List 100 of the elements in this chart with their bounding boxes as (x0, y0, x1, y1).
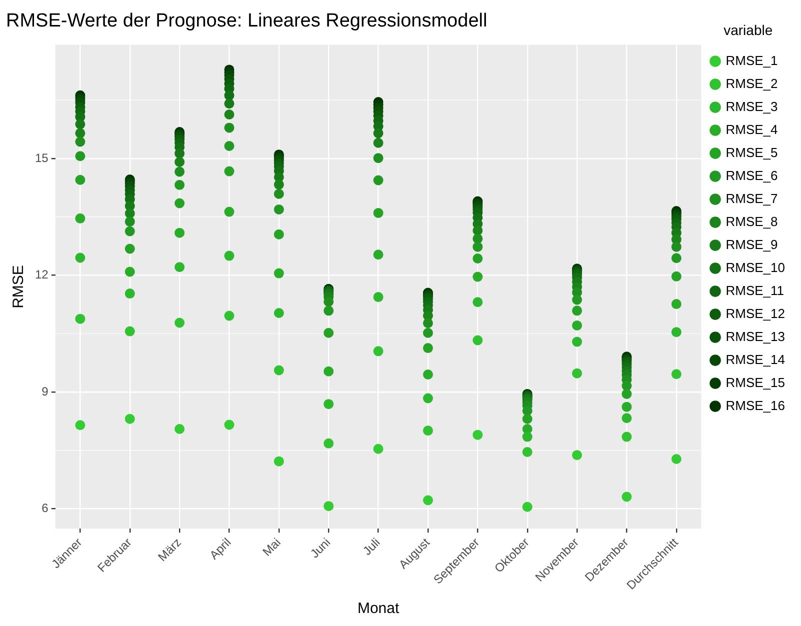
legend-label: RMSE_6 (726, 168, 778, 183)
point (422, 393, 433, 404)
legend-label: RMSE_12 (726, 306, 785, 321)
point (274, 456, 284, 466)
point (422, 318, 433, 328)
point (224, 90, 234, 100)
point (572, 368, 582, 378)
point (274, 229, 284, 240)
point (522, 414, 532, 424)
point (75, 128, 86, 138)
point (671, 327, 682, 338)
point (671, 454, 682, 464)
point (422, 495, 433, 506)
chart-title: RMSE-Werte der Prognose: Lineares Regressionsmodell (6, 10, 488, 32)
point (124, 414, 135, 424)
point (422, 343, 433, 354)
point (622, 432, 632, 442)
x-tick-label: Juli (360, 535, 383, 558)
legend-label: RMSE_11 (726, 282, 784, 298)
y-axis-title: RMSE (10, 265, 28, 308)
point (274, 204, 284, 214)
point (373, 153, 384, 164)
point (224, 98, 234, 109)
point (522, 502, 532, 512)
point (324, 399, 334, 410)
point (124, 216, 135, 227)
point (373, 346, 384, 356)
point (373, 128, 384, 138)
point (472, 234, 483, 244)
point (75, 119, 86, 130)
y-tick-label: 15 (34, 150, 49, 165)
point (174, 156, 185, 167)
point (224, 250, 234, 261)
point (224, 206, 234, 217)
point (472, 430, 483, 440)
point (174, 148, 185, 158)
point (472, 297, 483, 308)
point (174, 424, 185, 434)
point (324, 296, 334, 307)
point (324, 306, 334, 316)
point (75, 420, 86, 430)
point (522, 432, 532, 442)
point (75, 151, 86, 162)
legend-label: RMSE_1 (726, 52, 778, 68)
point (671, 253, 682, 264)
point (572, 294, 582, 305)
point (274, 268, 284, 278)
point (274, 188, 284, 199)
point (472, 335, 483, 346)
legend-label: RMSE_4 (726, 122, 778, 137)
point (472, 242, 483, 252)
point (373, 138, 384, 148)
point (324, 438, 334, 448)
point (124, 244, 135, 254)
point (224, 166, 234, 176)
point (373, 175, 384, 186)
point (422, 328, 433, 338)
point (124, 208, 135, 218)
legend-label: RMSE_14 (726, 352, 785, 367)
point (174, 198, 185, 208)
point (572, 306, 582, 316)
legend-label: RMSE_5 (726, 144, 778, 160)
point (274, 365, 284, 376)
point (472, 225, 483, 236)
point (373, 444, 384, 454)
point (274, 180, 284, 190)
point (522, 446, 532, 457)
point (622, 402, 632, 412)
point (671, 242, 682, 252)
point (124, 226, 135, 236)
legend-label: RMSE_13 (726, 328, 785, 344)
legend-label: RMSE_3 (726, 98, 778, 114)
point (75, 136, 86, 147)
point (671, 369, 682, 380)
point (572, 336, 582, 347)
legend-label: RMSE_8 (726, 214, 778, 229)
point (373, 250, 384, 260)
point (472, 254, 483, 264)
point (174, 180, 185, 190)
point (422, 370, 433, 380)
point (75, 314, 86, 324)
legend-label: RMSE_10 (726, 260, 785, 275)
point (75, 174, 86, 185)
point (622, 413, 632, 424)
point (373, 208, 384, 218)
point (174, 318, 185, 328)
point (373, 292, 384, 302)
point (572, 320, 582, 330)
point (224, 141, 234, 152)
x-axis-title: Monat (357, 600, 400, 618)
point (224, 310, 234, 321)
point (324, 366, 334, 376)
point (422, 426, 433, 436)
legend-label: RMSE_16 (726, 398, 785, 413)
point (274, 308, 284, 318)
point (324, 501, 334, 512)
point (124, 326, 135, 336)
point (671, 299, 682, 310)
point (174, 228, 185, 238)
point (472, 272, 483, 282)
